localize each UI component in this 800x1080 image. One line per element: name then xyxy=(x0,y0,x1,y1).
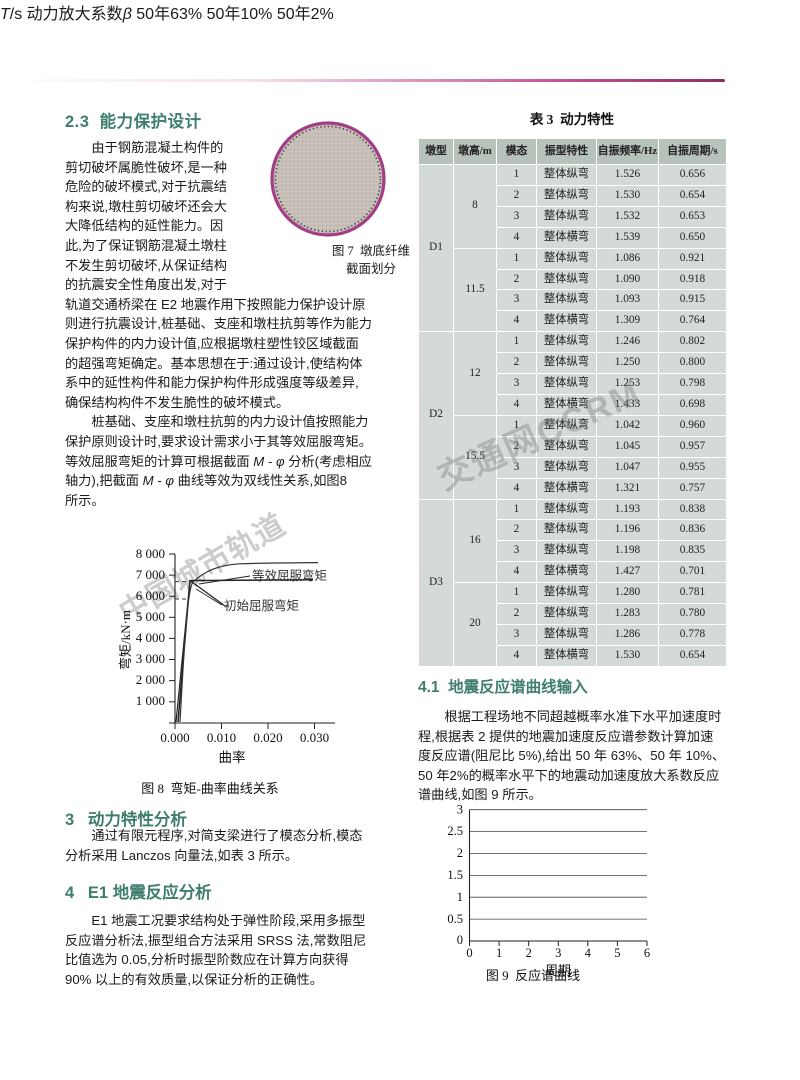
svg-text:3 000: 3 000 xyxy=(136,651,165,666)
svg-text:弯矩/kN·m: 弯矩/kN·m xyxy=(118,610,133,670)
svg-text:1 000: 1 000 xyxy=(136,693,165,708)
svg-text:8 000: 8 000 xyxy=(136,546,165,561)
svg-text:4 000: 4 000 xyxy=(136,630,165,645)
svg-text:曲率: 曲率 xyxy=(219,749,246,765)
svg-text:2 000: 2 000 xyxy=(136,672,165,687)
svg-text:0.000: 0.000 xyxy=(160,730,189,745)
svg-text:初始屈服弯矩: 初始屈服弯矩 xyxy=(224,598,299,613)
svg-text:5 000: 5 000 xyxy=(136,609,165,624)
svg-text:0.030: 0.030 xyxy=(300,730,329,745)
svg-text:7 000: 7 000 xyxy=(136,567,165,582)
svg-text:0.020: 0.020 xyxy=(253,730,282,745)
svg-text:6 000: 6 000 xyxy=(136,588,165,603)
svg-text:0.010: 0.010 xyxy=(207,730,236,745)
svg-text:等效屈服弯矩: 等效屈服弯矩 xyxy=(252,568,327,583)
